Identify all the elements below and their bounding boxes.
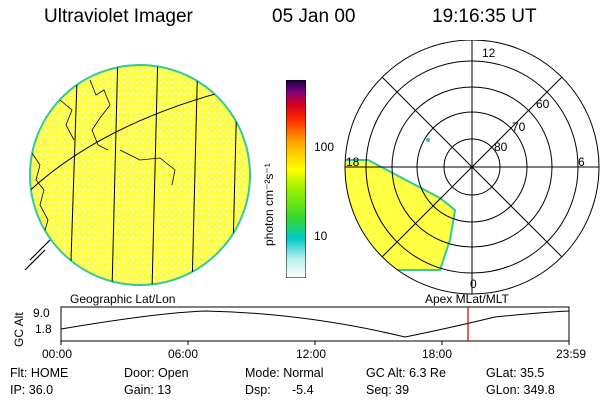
aurora-spot	[426, 138, 430, 142]
apex-label: Apex MLat/MLT	[425, 292, 509, 306]
gain-status: Gain: 13	[124, 383, 172, 397]
date-label: 05 Jan 00	[272, 6, 356, 27]
polar-grid	[344, 40, 600, 295]
colorbar-tick-10: 10	[314, 229, 328, 243]
colorbar-gradient	[285, 79, 310, 279]
colorbar-label: photon cm⁻²s⁻¹	[262, 163, 276, 246]
altitude-curve	[60, 310, 570, 338]
time-tick-1: 06:00	[168, 347, 199, 361]
time-label: 19:16:35 UT	[432, 6, 537, 27]
gc-alt-status: GC Alt: 6.3 Re	[366, 366, 446, 380]
mlt-0-label: 0	[470, 277, 477, 291]
colorbar	[285, 79, 310, 279]
alt-y-top: 9.0	[33, 306, 50, 320]
colorbar-tick-100: 100	[314, 140, 335, 154]
time-tick-2: 12:00	[296, 347, 327, 361]
glon-status: GLon: 349.8	[486, 383, 555, 397]
ip-status: IP: 36.0	[10, 383, 54, 397]
polar-plot	[344, 40, 600, 295]
mlt-6-label: 6	[578, 155, 585, 169]
time-tick-4: 23:59	[556, 347, 587, 361]
lat-80-label: 80	[494, 140, 508, 154]
flt-status: Flt: HOME	[10, 366, 69, 380]
mode-status: Mode: Normal	[245, 366, 324, 380]
door-status: Door: Open	[124, 366, 189, 380]
gc-alt-axis-label: GC Alt	[12, 312, 26, 347]
glat-status: GLat: 35.5	[486, 366, 545, 380]
alt-y-bottom: 1.8	[35, 322, 52, 336]
mlt-18-label: 18	[346, 155, 360, 169]
geographic-label: Geographic Lat/Lon	[70, 292, 176, 306]
time-tick-0: 00:00	[42, 347, 73, 361]
time-tick-3: 18:00	[422, 347, 453, 361]
lat-60-label: 60	[536, 97, 550, 111]
map-disk	[29, 64, 251, 286]
lat-70-label: 70	[512, 120, 526, 134]
altitude-strip	[60, 306, 570, 345]
dsp-label: Dsp:	[245, 383, 271, 397]
aurora-fill	[345, 159, 457, 271]
altitude-frame	[60, 306, 570, 342]
mlt-12-label: 12	[482, 46, 496, 60]
dsp-value: -5.4	[292, 383, 314, 397]
instrument-title: Ultraviolet Imager	[44, 6, 193, 27]
seq-status: Seq: 39	[366, 383, 410, 397]
geographic-map	[24, 64, 251, 286]
